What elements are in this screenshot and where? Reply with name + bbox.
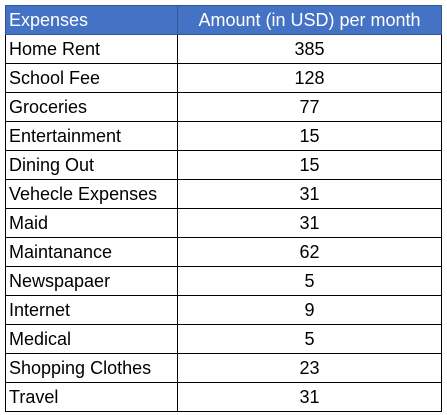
amount-cell[interactable]: 31 xyxy=(177,382,442,412)
table-row: Shopping Clothes 23 xyxy=(5,353,442,383)
amount-cell[interactable]: 31 xyxy=(177,179,442,209)
table-row: Groceries 77 xyxy=(5,92,442,122)
amount-cell[interactable]: 23 xyxy=(177,353,442,383)
expense-cell[interactable]: Shopping Clothes xyxy=(5,353,178,383)
column-header-expenses: Expenses xyxy=(5,5,178,35)
table-row: Travel 31 xyxy=(5,382,442,412)
table-row: Maintanance 62 xyxy=(5,237,442,267)
expense-cell[interactable]: Internet xyxy=(5,295,178,325)
expense-cell[interactable]: Newspapaer xyxy=(5,266,178,296)
amount-cell[interactable]: 5 xyxy=(177,266,442,296)
expense-cell[interactable]: School Fee xyxy=(5,63,178,93)
expense-cell[interactable]: Entertainment xyxy=(5,121,178,151)
amount-cell[interactable]: 385 xyxy=(177,34,442,64)
table-row: Maid 31 xyxy=(5,208,442,238)
expense-cell[interactable]: Vehecle Expenses xyxy=(5,179,178,209)
amount-cell[interactable]: 62 xyxy=(177,237,442,267)
expense-cell[interactable]: Maintanance xyxy=(5,237,178,267)
table-row: Medical 5 xyxy=(5,324,442,354)
expense-cell[interactable]: Home Rent xyxy=(5,34,178,64)
table-row: Dining Out 15 xyxy=(5,150,442,180)
expenses-table: Expenses Amount (in USD) per month Home … xyxy=(5,5,442,412)
expense-cell[interactable]: Medical xyxy=(5,324,178,354)
expense-cell[interactable]: Groceries xyxy=(5,92,178,122)
table-row: School Fee 128 xyxy=(5,63,442,93)
table-row: Newspapaer 5 xyxy=(5,266,442,296)
amount-cell[interactable]: 5 xyxy=(177,324,442,354)
header-row: Expenses Amount (in USD) per month xyxy=(5,5,442,35)
amount-cell[interactable]: 9 xyxy=(177,295,442,325)
table-row: Home Rent 385 xyxy=(5,34,442,64)
amount-cell[interactable]: 15 xyxy=(177,150,442,180)
column-header-amount: Amount (in USD) per month xyxy=(177,5,442,35)
table-row: Entertainment 15 xyxy=(5,121,442,151)
amount-cell[interactable]: 128 xyxy=(177,63,442,93)
expense-cell[interactable]: Dining Out xyxy=(5,150,178,180)
amount-cell[interactable]: 77 xyxy=(177,92,442,122)
expense-cell[interactable]: Travel xyxy=(5,382,178,412)
amount-cell[interactable]: 31 xyxy=(177,208,442,238)
expenses-sheet: Expenses Amount (in USD) per month Home … xyxy=(5,5,442,412)
table-row: Vehecle Expenses 31 xyxy=(5,179,442,209)
table-row: Internet 9 xyxy=(5,295,442,325)
amount-cell[interactable]: 15 xyxy=(177,121,442,151)
expense-cell[interactable]: Maid xyxy=(5,208,178,238)
